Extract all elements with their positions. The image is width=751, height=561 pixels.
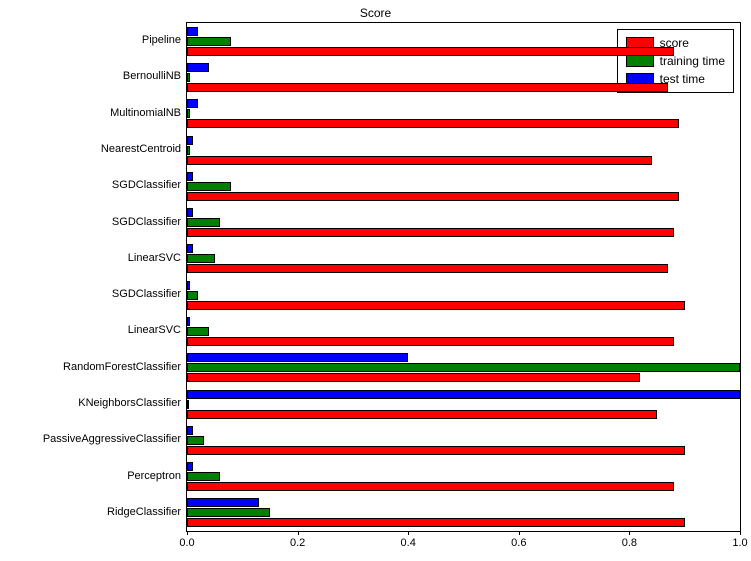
y-axis-label: PassiveAggressiveClassifier xyxy=(43,433,181,445)
bar-test-time xyxy=(187,208,193,217)
bar-test-time xyxy=(187,244,193,253)
bar-score xyxy=(187,518,685,527)
bar-score xyxy=(187,228,674,237)
bar-test-time xyxy=(187,426,193,435)
bar-training-time xyxy=(187,109,190,118)
y-axis-label: MultinomialNB xyxy=(110,107,181,119)
bar-training-time xyxy=(187,73,190,82)
y-axis-label: RandomForestClassifier xyxy=(63,361,181,373)
x-axis-tick: 0.2 xyxy=(290,537,305,549)
legend-swatch-training xyxy=(626,55,654,67)
y-axis-label: NearestCentroid xyxy=(101,143,181,155)
bar-test-time xyxy=(187,281,190,290)
bar-score xyxy=(187,301,685,310)
bar-training-time xyxy=(187,436,204,445)
x-tick-mark xyxy=(740,531,741,535)
y-axis-label: LinearSVC xyxy=(128,324,181,336)
bar-score xyxy=(187,446,685,455)
bar-test-time xyxy=(187,498,259,507)
bar-score xyxy=(187,47,674,56)
bar-test-time xyxy=(187,353,408,362)
bar-training-time xyxy=(187,254,215,263)
chart-title: Score xyxy=(0,6,751,20)
y-axis-label: Perceptron xyxy=(127,470,181,482)
y-axis-label: LinearSVC xyxy=(128,252,181,264)
bar-test-time xyxy=(187,390,740,399)
y-axis-label: SGDClassifier xyxy=(112,216,181,228)
x-tick-mark xyxy=(298,531,299,535)
bar-score xyxy=(187,192,679,201)
bar-training-time xyxy=(187,327,209,336)
bar-training-time xyxy=(187,182,231,191)
bar-test-time xyxy=(187,317,190,326)
bar-score xyxy=(187,482,674,491)
bar-score xyxy=(187,119,679,128)
x-axis-tick: 0.0 xyxy=(179,537,194,549)
x-axis-tick: 0.4 xyxy=(401,537,416,549)
bar-score xyxy=(187,373,640,382)
bar-score xyxy=(187,156,652,165)
bar-score xyxy=(187,264,668,273)
plot-area: score training time test time 0.00.20.40… xyxy=(186,22,741,532)
bar-score xyxy=(187,410,657,419)
y-axis-label: BernoulliNB xyxy=(123,70,181,82)
bar-test-time xyxy=(187,172,193,181)
bar-training-time xyxy=(187,363,740,372)
bar-test-time xyxy=(187,63,209,72)
bar-training-time xyxy=(187,472,220,481)
y-axis-label: Pipeline xyxy=(142,34,181,46)
y-axis-label: SGDClassifier xyxy=(112,179,181,191)
bar-training-time xyxy=(187,218,220,227)
bar-training-time xyxy=(187,400,189,409)
y-axis-label: RidgeClassifier xyxy=(107,506,181,518)
bar-test-time xyxy=(187,99,198,108)
x-axis-tick: 0.8 xyxy=(622,537,637,549)
y-axis-label: SGDClassifier xyxy=(112,288,181,300)
bar-score xyxy=(187,337,674,346)
bar-test-time xyxy=(187,462,193,471)
bar-training-time xyxy=(187,146,190,155)
x-axis-tick: 1.0 xyxy=(732,537,747,549)
x-axis-tick: 0.6 xyxy=(511,537,526,549)
x-tick-mark xyxy=(187,531,188,535)
bar-test-time xyxy=(187,136,193,145)
bar-training-time xyxy=(187,508,270,517)
bar-training-time xyxy=(187,291,198,300)
y-axis-label: KNeighborsClassifier xyxy=(78,397,181,409)
score-chart: Score score training time test time 0.00… xyxy=(0,0,751,561)
bar-score xyxy=(187,83,668,92)
x-tick-mark xyxy=(408,531,409,535)
x-tick-mark xyxy=(519,531,520,535)
bar-training-time xyxy=(187,37,231,46)
x-tick-mark xyxy=(629,531,630,535)
bar-test-time xyxy=(187,27,198,36)
